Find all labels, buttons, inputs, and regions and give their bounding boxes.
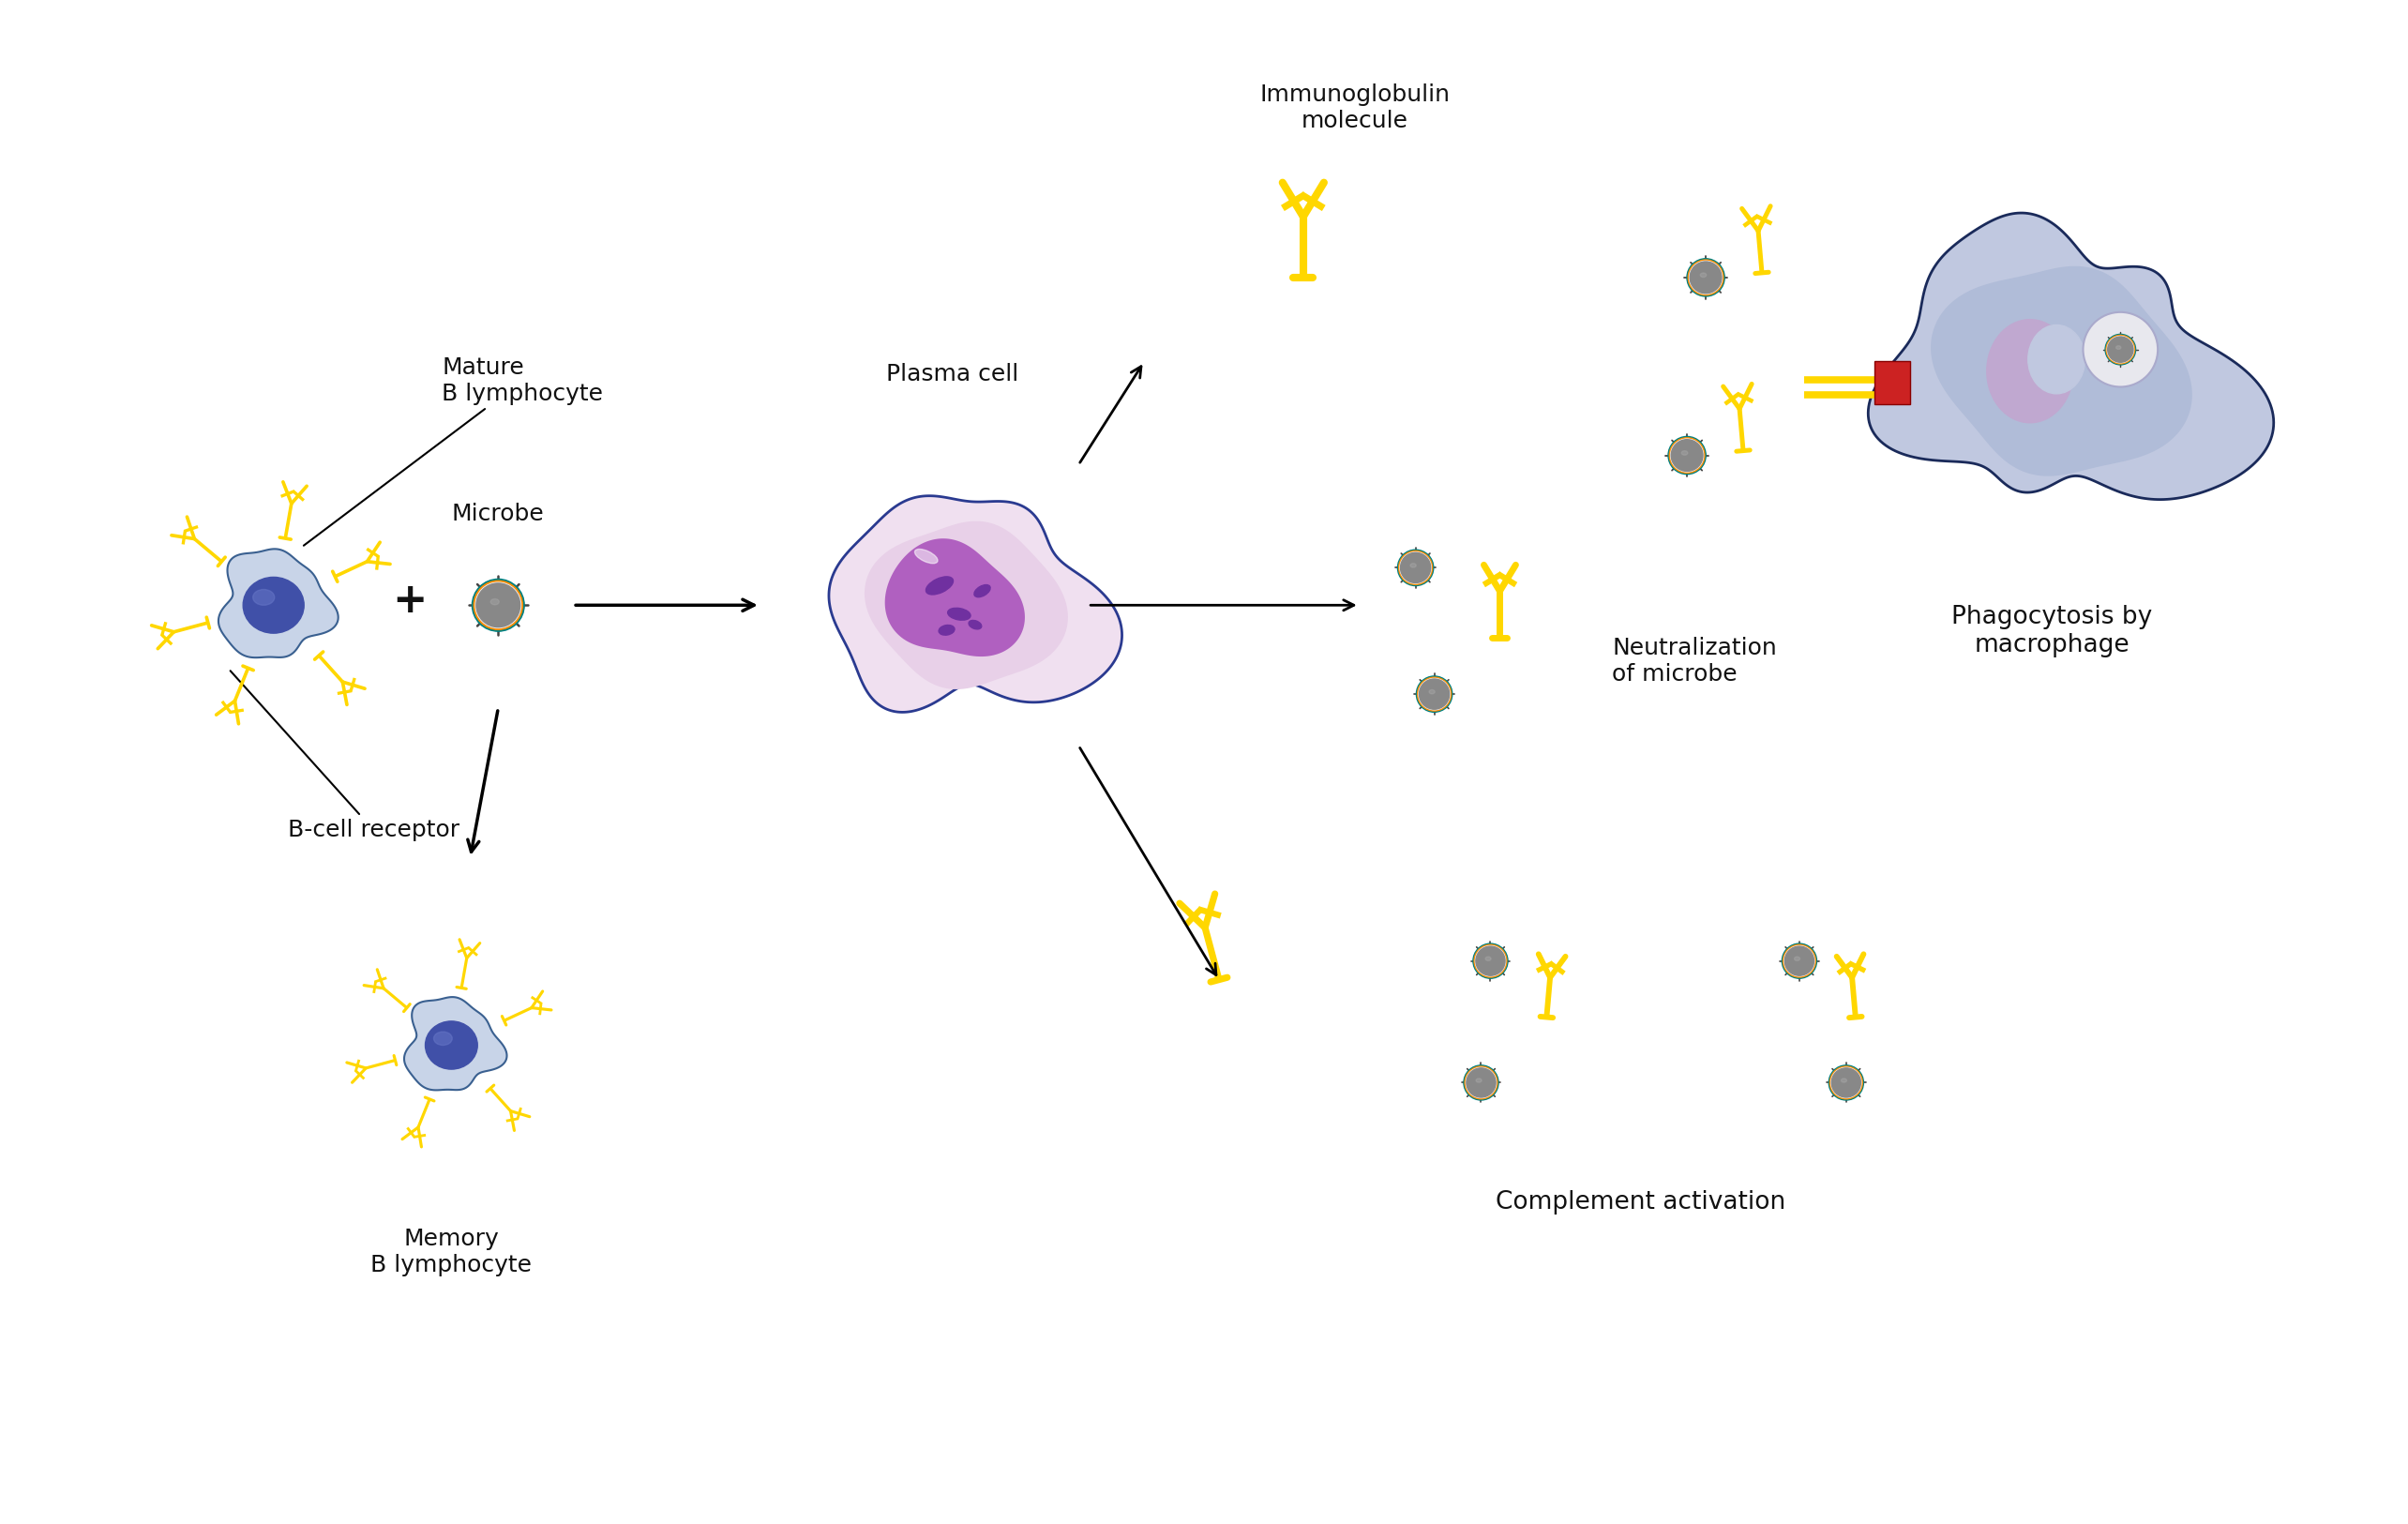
Ellipse shape: [927, 576, 954, 594]
Ellipse shape: [975, 585, 990, 597]
Ellipse shape: [2028, 325, 2085, 393]
Circle shape: [1784, 946, 1813, 975]
Ellipse shape: [949, 608, 970, 620]
Polygon shape: [405, 997, 506, 1090]
Circle shape: [1669, 436, 1705, 474]
Circle shape: [2105, 334, 2136, 364]
Circle shape: [1782, 945, 1816, 977]
Circle shape: [474, 581, 523, 629]
Ellipse shape: [1681, 451, 1688, 456]
Circle shape: [2107, 337, 2133, 363]
Circle shape: [1399, 550, 1433, 585]
Circle shape: [1418, 678, 1450, 710]
Circle shape: [1474, 945, 1507, 977]
Ellipse shape: [1411, 564, 1416, 567]
Circle shape: [1466, 1067, 1495, 1097]
Circle shape: [1401, 553, 1430, 582]
Ellipse shape: [1987, 320, 2073, 422]
Circle shape: [472, 579, 525, 631]
Circle shape: [1671, 439, 1702, 472]
Circle shape: [1671, 439, 1702, 471]
Polygon shape: [864, 521, 1067, 689]
Text: Plasma cell: Plasma cell: [886, 363, 1019, 386]
Ellipse shape: [939, 625, 954, 636]
Circle shape: [1690, 262, 1722, 293]
Circle shape: [1418, 680, 1450, 709]
Ellipse shape: [915, 549, 937, 564]
Circle shape: [1466, 1068, 1495, 1097]
Circle shape: [1669, 437, 1705, 472]
Text: Memory
B lymphocyte: Memory B lymphocyte: [371, 1228, 532, 1277]
Text: +: +: [393, 581, 426, 620]
Ellipse shape: [1700, 273, 1707, 277]
Circle shape: [1464, 1067, 1498, 1099]
Ellipse shape: [433, 1032, 453, 1045]
Circle shape: [2107, 337, 2133, 363]
Ellipse shape: [1486, 957, 1491, 960]
Polygon shape: [219, 549, 337, 657]
Polygon shape: [1931, 267, 2191, 475]
Ellipse shape: [253, 590, 275, 605]
Circle shape: [1830, 1067, 1861, 1097]
Circle shape: [1830, 1067, 1861, 1099]
Polygon shape: [828, 495, 1122, 712]
Circle shape: [1782, 943, 1816, 978]
Circle shape: [1690, 261, 1722, 294]
Circle shape: [2083, 312, 2158, 387]
Text: Immunoglobulin
molecule: Immunoglobulin molecule: [1259, 84, 1450, 133]
Ellipse shape: [426, 1021, 477, 1070]
Ellipse shape: [1476, 1079, 1481, 1082]
Circle shape: [1464, 1065, 1498, 1100]
Text: B-cell receptor: B-cell receptor: [231, 671, 460, 841]
Circle shape: [1828, 1065, 1864, 1100]
Text: Microbe: Microbe: [453, 503, 544, 526]
Circle shape: [1688, 259, 1724, 296]
Ellipse shape: [2117, 346, 2121, 349]
Ellipse shape: [1842, 1079, 1847, 1082]
Circle shape: [1476, 946, 1505, 975]
Circle shape: [1688, 261, 1724, 296]
Polygon shape: [1869, 213, 2273, 500]
Text: Phagocytosis by
macrophage: Phagocytosis by macrophage: [1950, 605, 2153, 658]
Circle shape: [1418, 677, 1452, 712]
Circle shape: [1784, 946, 1816, 975]
Ellipse shape: [243, 578, 303, 632]
Ellipse shape: [491, 599, 498, 605]
Text: Complement activation: Complement activation: [1495, 1190, 1784, 1215]
Ellipse shape: [1428, 690, 1435, 693]
Ellipse shape: [968, 620, 982, 629]
Circle shape: [1397, 550, 1433, 585]
Text: Neutralization
of microbe: Neutralization of microbe: [1611, 637, 1777, 686]
Polygon shape: [884, 538, 1026, 657]
Circle shape: [474, 582, 520, 628]
Ellipse shape: [1794, 957, 1799, 960]
Circle shape: [1416, 677, 1452, 712]
Circle shape: [1399, 552, 1430, 584]
Bar: [1873, 361, 1910, 404]
Circle shape: [477, 584, 520, 626]
Circle shape: [1832, 1068, 1861, 1097]
Circle shape: [2107, 335, 2133, 364]
Circle shape: [1474, 943, 1507, 978]
Circle shape: [1476, 946, 1505, 975]
Text: Mature
B lymphocyte: Mature B lymphocyte: [303, 357, 604, 546]
